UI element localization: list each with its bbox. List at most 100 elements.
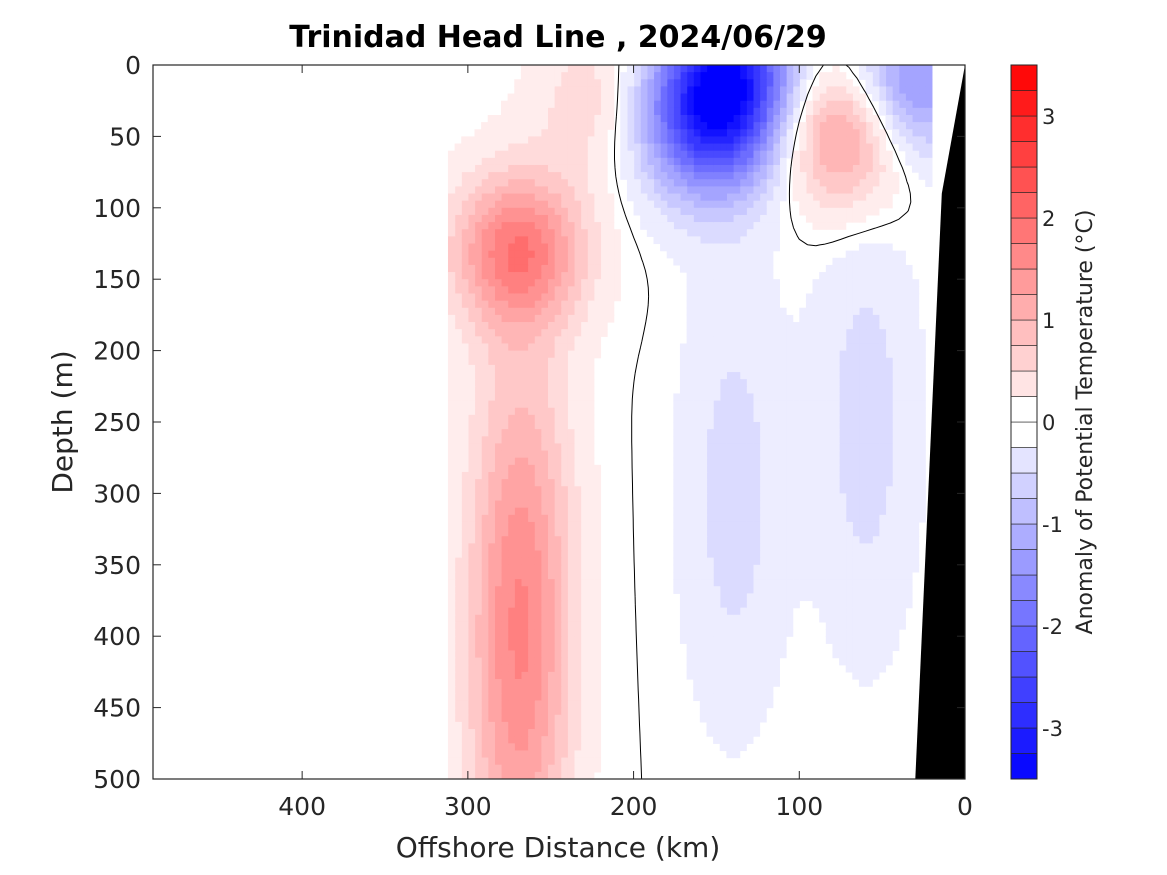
anomaly-cell xyxy=(481,593,489,602)
anomaly-cell xyxy=(487,457,495,466)
anomaly-cell xyxy=(759,422,767,430)
anomaly-cell xyxy=(686,100,694,109)
anomaly-cell xyxy=(792,507,800,516)
anomaly-cell xyxy=(554,100,562,109)
anomaly-cell xyxy=(898,322,906,330)
anomaly-cell xyxy=(494,479,502,487)
anomaly-cell xyxy=(540,243,548,252)
anomaly-cell xyxy=(772,500,780,509)
anomaly-cell xyxy=(600,79,608,88)
anomaly-cell xyxy=(799,186,807,195)
anomaly-cell xyxy=(686,579,694,587)
anomaly-cell xyxy=(752,657,761,666)
anomaly-cell xyxy=(567,100,575,109)
anomaly-cell xyxy=(878,200,887,209)
anomaly-cell xyxy=(726,143,734,152)
anomaly-cell xyxy=(878,143,887,152)
anomaly-cell xyxy=(839,329,847,337)
anomaly-cell xyxy=(825,150,834,159)
anomaly-cell xyxy=(766,222,774,230)
anomaly-cell xyxy=(832,586,840,594)
anomaly-cell xyxy=(494,222,502,230)
anomaly-cell xyxy=(925,114,933,123)
anomaly-cell xyxy=(892,257,900,266)
anomaly-cell xyxy=(693,65,701,73)
anomaly-cell xyxy=(527,129,535,137)
anomaly-cell xyxy=(746,379,754,387)
anomaly-cell xyxy=(573,379,582,387)
anomaly-cell xyxy=(733,329,741,337)
anomaly-cell xyxy=(540,629,548,637)
anomaly-cell xyxy=(752,236,761,245)
anomaly-cell xyxy=(759,414,767,423)
anomaly-cell xyxy=(819,207,827,216)
anomaly-cell xyxy=(699,264,708,273)
anomaly-cell xyxy=(693,86,701,95)
anomaly-cell xyxy=(739,664,747,673)
anomaly-cell xyxy=(825,143,834,152)
anomaly-cell xyxy=(560,629,568,637)
anomaly-cell xyxy=(839,157,847,166)
anomaly-cell xyxy=(786,521,794,530)
anomaly-cell xyxy=(501,693,509,702)
anomaly-cell xyxy=(514,229,522,237)
anomaly-cell xyxy=(905,293,913,302)
anomaly-cell xyxy=(607,214,615,223)
anomaly-cell xyxy=(819,514,827,523)
anomaly-cell xyxy=(540,193,548,202)
anomaly-cell xyxy=(686,150,694,159)
anomaly-cell xyxy=(487,443,495,452)
anomaly-cell xyxy=(554,157,562,166)
anomaly-cell xyxy=(554,343,562,352)
anomaly-cell xyxy=(527,543,535,552)
anomaly-cell xyxy=(494,536,502,544)
anomaly-cell xyxy=(540,707,548,716)
anomaly-cell xyxy=(726,236,734,245)
anomaly-cell xyxy=(832,122,840,130)
anomaly-cell xyxy=(573,693,582,702)
anomaly-cell xyxy=(733,293,741,302)
anomaly-cell xyxy=(726,379,734,387)
anomaly-cell xyxy=(547,286,555,295)
anomaly-cell xyxy=(593,222,602,230)
anomaly-cell xyxy=(918,79,926,88)
anomaly-cell xyxy=(673,207,681,216)
anomaly-cell xyxy=(494,379,502,387)
anomaly-cell xyxy=(673,236,681,245)
anomaly-cell xyxy=(507,293,515,302)
anomaly-cell xyxy=(799,471,807,480)
anomaly-cell xyxy=(865,407,873,416)
anomaly-cell xyxy=(501,729,509,737)
anomaly-cell xyxy=(739,143,747,152)
anomaly-cell xyxy=(514,286,522,295)
anomaly-cell xyxy=(693,450,701,459)
anomaly-cell xyxy=(733,679,741,687)
anomaly-cell xyxy=(845,643,853,652)
anomaly-cell xyxy=(713,536,721,544)
anomaly-cell xyxy=(481,179,489,187)
anomaly-cell xyxy=(759,657,767,666)
anomaly-cell xyxy=(693,464,701,473)
anomaly-cell xyxy=(845,143,853,152)
anomaly-cell xyxy=(580,636,588,644)
anomaly-cell xyxy=(766,464,774,473)
anomaly-cell xyxy=(693,643,701,652)
anomaly-cell xyxy=(600,222,608,230)
anomaly-cell xyxy=(494,329,502,337)
anomaly-cell xyxy=(547,471,555,480)
anomaly-cell xyxy=(501,471,509,480)
anomaly-cell xyxy=(699,593,708,602)
anomaly-cell xyxy=(514,164,522,173)
anomaly-cell xyxy=(726,514,734,523)
anomaly-cell xyxy=(719,707,727,716)
anomaly-cell xyxy=(779,643,787,652)
anomaly-cell xyxy=(699,450,708,459)
anomaly-cell xyxy=(766,136,774,145)
anomaly-cell xyxy=(706,114,714,123)
anomaly-cell xyxy=(679,222,688,230)
anomaly-cell xyxy=(487,743,495,752)
anomaly-cell xyxy=(905,286,913,295)
anomaly-cell xyxy=(805,214,814,223)
anomaly-cell xyxy=(487,186,495,195)
anomaly-cell xyxy=(726,636,734,644)
